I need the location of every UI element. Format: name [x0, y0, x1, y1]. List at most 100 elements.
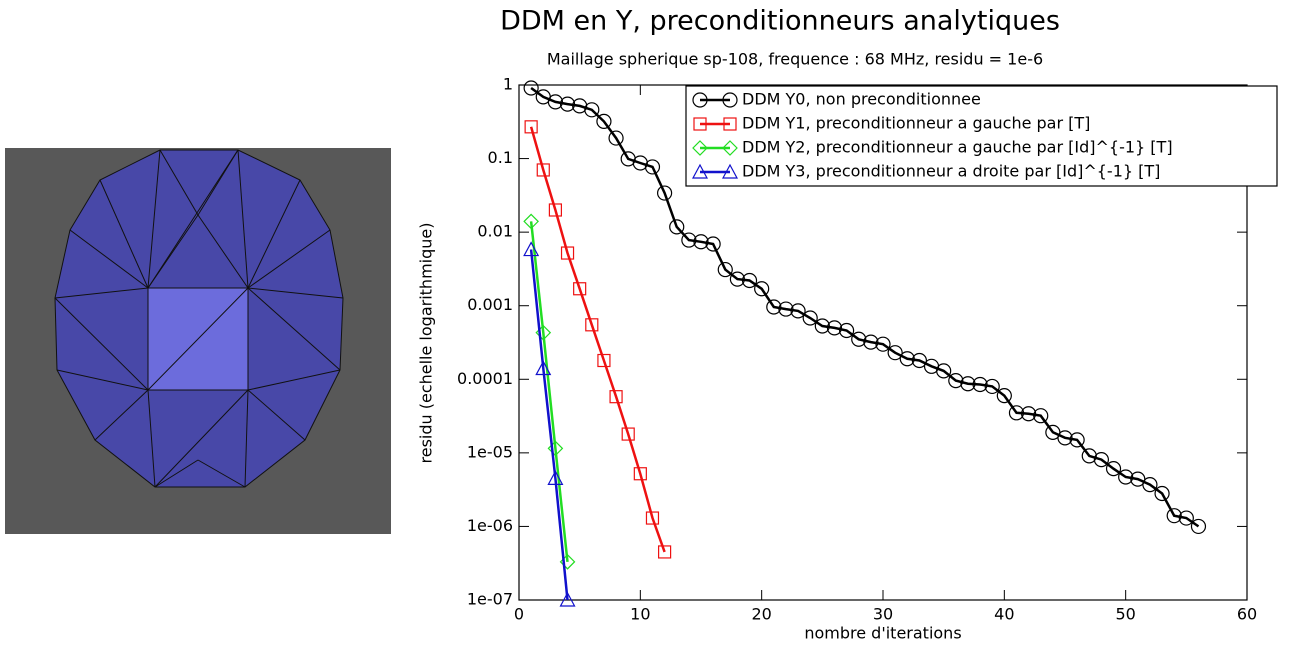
marker — [596, 113, 612, 130]
marker — [1093, 451, 1110, 468]
marker — [778, 301, 794, 317]
x-tick-label: 10 — [630, 605, 650, 624]
marker — [657, 545, 672, 559]
x-tick-label: 30 — [873, 605, 893, 624]
x-tick-label: 40 — [994, 605, 1014, 624]
series-line — [529, 249, 569, 601]
marker — [560, 246, 575, 260]
legend-marker — [722, 140, 738, 156]
marker — [547, 94, 564, 110]
marker — [875, 336, 891, 352]
marker — [597, 353, 611, 368]
y-tick-label: 0.0001 — [457, 369, 513, 388]
marker — [863, 334, 879, 350]
x-axis-label: nombre d'iterations — [804, 624, 961, 643]
marker — [536, 163, 550, 177]
x-tick-label: 0 — [514, 605, 524, 624]
x-tick-label: 60 — [1237, 605, 1257, 624]
marker — [669, 219, 685, 235]
marker — [1008, 405, 1025, 421]
y-tick-label: 0.001 — [467, 295, 513, 314]
legend-label: DDM Y1, preconditionneur a gauche par [T… — [742, 114, 1090, 133]
legend-marker — [721, 163, 739, 179]
series-line — [529, 221, 569, 563]
legend-marker — [692, 140, 708, 156]
y-tick-label: 1e-05 — [467, 442, 513, 461]
marker — [585, 318, 599, 332]
marker — [548, 203, 563, 217]
y-tick-label: 0.1 — [488, 148, 513, 167]
marker — [523, 241, 540, 257]
x-tick-label: 20 — [751, 605, 771, 624]
marker — [1020, 406, 1037, 422]
marker — [609, 390, 623, 404]
marker — [790, 303, 806, 319]
marker — [1166, 508, 1182, 524]
marker — [838, 322, 855, 339]
marker — [754, 281, 770, 297]
marker — [523, 80, 539, 96]
marker — [996, 388, 1012, 404]
marker — [936, 363, 952, 379]
marker — [573, 282, 587, 296]
y-axis-label: residu (echelle logarithmique) — [417, 223, 436, 464]
marker — [559, 591, 576, 607]
marker — [984, 378, 1000, 395]
marker — [899, 351, 915, 367]
marker — [960, 376, 976, 392]
marker — [911, 352, 928, 369]
marker — [1057, 430, 1073, 446]
marker — [717, 261, 733, 278]
marker — [656, 185, 673, 201]
marker — [741, 272, 758, 289]
y-tick-label: 1e-06 — [467, 516, 513, 535]
marker — [729, 271, 746, 287]
marker — [1154, 485, 1170, 502]
marker — [1033, 408, 1049, 424]
marker — [645, 511, 660, 525]
marker — [547, 470, 564, 485]
marker — [633, 467, 647, 481]
legend-marker — [692, 92, 708, 108]
legend-box — [685, 85, 1278, 187]
legend-label: DDM Y3, preconditionneur a droite par [I… — [742, 162, 1160, 181]
marker — [972, 376, 988, 393]
marker — [1142, 477, 1158, 493]
marker — [608, 130, 624, 146]
marker — [705, 236, 721, 252]
marker — [535, 360, 552, 376]
marker — [948, 372, 964, 389]
marker — [1190, 518, 1207, 535]
chart-title: DDM en Y, preconditionneurs analytiques — [500, 6, 1060, 37]
marker — [1118, 469, 1134, 485]
marker — [887, 345, 903, 361]
legend-marker — [722, 92, 738, 108]
series-line — [530, 86, 1200, 528]
polyhedron-image — [5, 148, 391, 534]
marker — [644, 159, 661, 175]
legend-label: DDM Y2, preconditionneur a gauche par [I… — [742, 138, 1173, 157]
x-tick-label: 50 — [1115, 605, 1135, 624]
marker — [584, 102, 600, 118]
marker — [559, 96, 576, 112]
marker — [1178, 510, 1194, 526]
chart-subtitle: Maillage spherique sp-108, frequence : 6… — [547, 50, 1043, 69]
marker — [524, 120, 538, 134]
series-line — [529, 126, 666, 553]
marker — [1081, 448, 1097, 464]
legend-marker — [723, 117, 737, 131]
marker — [814, 318, 830, 334]
marker — [1105, 461, 1122, 477]
marker — [523, 213, 539, 230]
legend-marker — [691, 163, 709, 179]
marker — [766, 299, 782, 315]
marker — [693, 234, 709, 250]
marker — [681, 232, 697, 248]
marker — [1069, 432, 1085, 448]
legend-marker — [693, 117, 707, 131]
y-tick-label: 0.01 — [477, 222, 513, 241]
y-tick-label: 1e-07 — [467, 590, 513, 609]
marker — [802, 310, 818, 326]
legend-label: DDM Y0, non preconditionnee — [742, 90, 981, 109]
